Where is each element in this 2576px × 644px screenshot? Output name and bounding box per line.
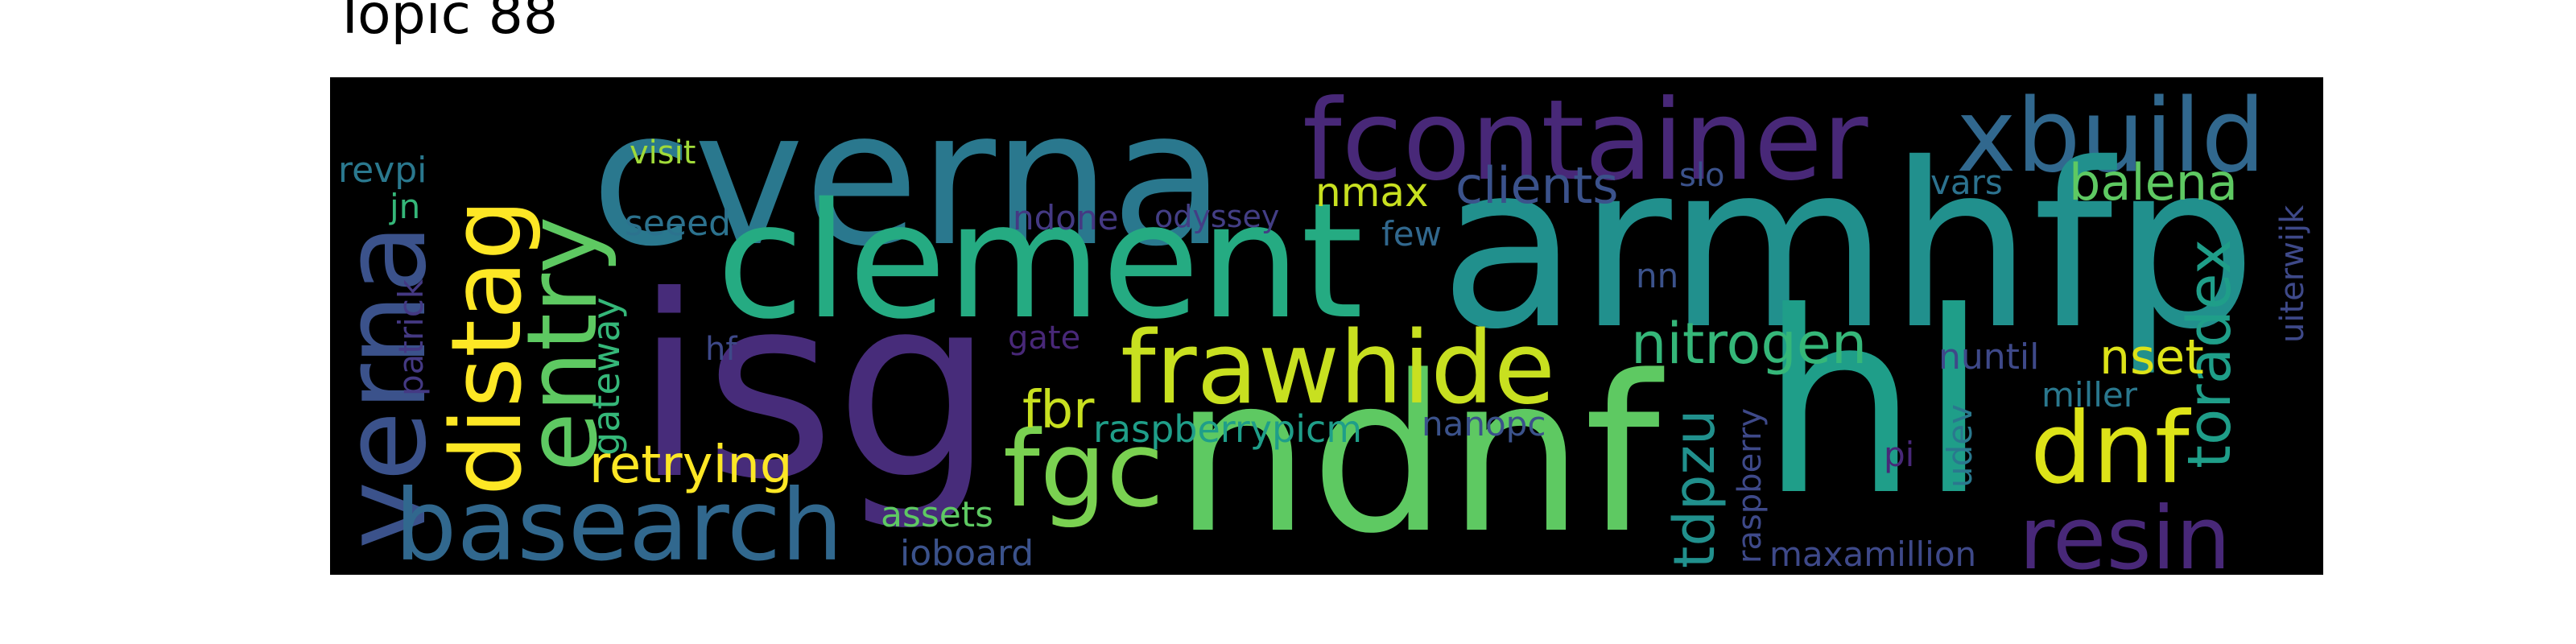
word-balena: balena	[2069, 153, 2239, 212]
word-ndnf: ndnf	[1174, 330, 1661, 575]
word-ndone: ndone	[1013, 198, 1119, 237]
word-raspberrypicm: raspberrypicm	[1093, 407, 1363, 451]
word-isg: isg	[634, 242, 995, 535]
word-gateway: gateway	[584, 297, 628, 456]
word-ioboard: ioboard	[900, 533, 1034, 574]
word-tdpzu: tdpzu	[1662, 409, 1728, 568]
word-patrick: patrick	[391, 279, 431, 396]
word-frawhide: frawhide	[1121, 311, 1556, 427]
page-title: Topic 88	[333, 0, 559, 47]
word-assets: assets	[881, 494, 994, 535]
word-gate: gate	[1008, 320, 1081, 357]
word-hl: hl	[1760, 258, 1989, 551]
word-maxamillion: maxamillion	[1769, 535, 1977, 574]
word-slo: slo	[1679, 157, 1725, 194]
word-fbr: fbr	[1022, 381, 1095, 440]
word-seeed: seeed	[625, 203, 732, 244]
word-pi: pi	[1884, 435, 1915, 474]
word-nuntil: nuntil	[1938, 336, 2040, 378]
word-raspberry: raspberry	[1732, 407, 1769, 564]
word-fcontainer: fcontainer	[1302, 77, 1868, 205]
word-cloud: cverna fcontainer xbuild clement armhfp …	[330, 77, 2323, 575]
word-uiterwijk: uiterwijk	[2274, 204, 2311, 343]
word-odyssey: odyssey	[1154, 199, 1280, 234]
word-cverna: cverna	[591, 77, 1226, 287]
word-clients: clients	[1455, 156, 1619, 215]
word-clement: clement	[716, 168, 1364, 354]
word-few: few	[1381, 214, 1442, 254]
word-resin: resin	[2019, 489, 2231, 576]
word-fgc: fgc	[1003, 408, 1164, 530]
word-retrying: retrying	[589, 436, 793, 495]
word-nitrogen: nitrogen	[1631, 311, 1868, 377]
word-nset: nset	[2099, 329, 2204, 386]
word-xbuild: xbuild	[1956, 77, 2266, 195]
word-miller: miller	[2041, 375, 2138, 415]
word-nn: nn	[1636, 256, 1679, 295]
word-udev: udev	[1940, 404, 1979, 488]
word-jn: jn	[390, 187, 421, 226]
word-hf: hf	[705, 331, 737, 368]
word-basearch: basearch	[394, 469, 844, 575]
word-revpi: revpi	[338, 150, 427, 191]
word-vars: vars	[1930, 163, 2003, 202]
word-visit: visit	[630, 134, 696, 171]
word-dnf: dnf	[2030, 391, 2190, 506]
word-nanopc: nanopc	[1422, 404, 1546, 444]
word-nmax: nmax	[1315, 169, 1429, 216]
word-armhfp: armhfp	[1439, 114, 2257, 379]
